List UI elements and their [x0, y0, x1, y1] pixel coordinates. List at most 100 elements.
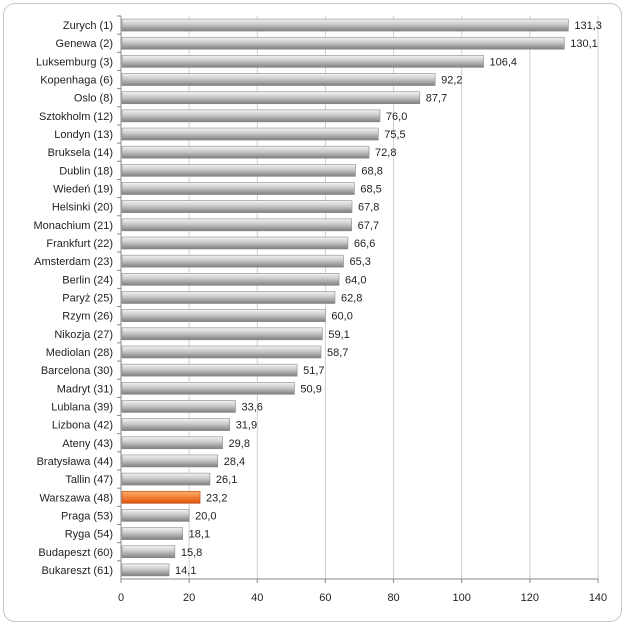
- bar: [121, 363, 298, 377]
- value-label: 28,4: [224, 456, 245, 468]
- category-label: Rzym (26): [62, 311, 113, 323]
- bar: [121, 273, 340, 286]
- category-label: Wiedeń (19): [53, 184, 113, 196]
- bar: [121, 418, 230, 431]
- value-label: 72,8: [375, 147, 396, 159]
- value-label: 131,3: [574, 20, 602, 32]
- value-label: 60,0: [331, 311, 352, 323]
- bar: [121, 309, 326, 322]
- category-label: Helsinki (20): [52, 202, 113, 214]
- value-label: 14,1: [175, 565, 196, 577]
- value-label: 29,8: [229, 438, 250, 450]
- value-label: 87,7: [426, 93, 447, 105]
- x-tick-label: 0: [118, 592, 124, 604]
- bar: [121, 36, 565, 50]
- category-label: Ateny (43): [62, 438, 113, 450]
- category-label: Warszawa (48): [39, 492, 113, 504]
- bar: [121, 545, 176, 559]
- bar: [121, 563, 170, 577]
- category-label: Kopenhaga (6): [40, 75, 113, 87]
- category-label: Amsterdam (23): [34, 256, 113, 268]
- value-label: 26,1: [216, 474, 237, 486]
- category-label: Mediolan (28): [46, 347, 113, 359]
- bar: [121, 55, 484, 68]
- category-label: Monachium (21): [34, 220, 113, 232]
- category-label: Ryga (54): [65, 529, 113, 541]
- value-label: 31,9: [236, 420, 257, 432]
- category-label: Lizbona (42): [52, 420, 113, 432]
- value-label: 67,8: [358, 202, 379, 214]
- bar: [121, 345, 322, 359]
- bar: [121, 472, 211, 486]
- value-label: 20,0: [195, 510, 216, 522]
- bar: [121, 73, 436, 86]
- bar: [121, 218, 352, 232]
- category-label: Zurych (1): [63, 20, 113, 32]
- bar: [121, 182, 355, 195]
- value-label: 62,8: [341, 293, 362, 305]
- x-tick-label: 20: [183, 592, 195, 604]
- x-tick-label: 140: [589, 592, 607, 604]
- value-label: 67,7: [358, 220, 379, 232]
- value-label: 51,7: [303, 365, 324, 377]
- bar: [121, 145, 370, 159]
- category-label: Londyn (13): [54, 129, 113, 141]
- bars: [121, 18, 569, 577]
- category-label: Bruksela (14): [48, 147, 113, 159]
- bar: [121, 527, 183, 540]
- x-tick-label: 80: [387, 592, 399, 604]
- bar: [121, 91, 421, 105]
- value-label: 50,9: [300, 383, 321, 395]
- x-tick-label: 120: [521, 592, 539, 604]
- category-label: Frankfurt (22): [46, 238, 113, 250]
- bar: [121, 327, 323, 341]
- x-tick-label: 60: [319, 592, 331, 604]
- category-label: Oslo (8): [74, 93, 113, 105]
- category-label: Sztokholm (12): [39, 111, 113, 123]
- bar: [121, 254, 344, 268]
- value-label: 23,2: [206, 492, 227, 504]
- labels: 0 20 40 60 80 100 120 140 Zurych (1) 131,3 Genewa …: [34, 20, 608, 604]
- value-label: 66,6: [354, 238, 375, 250]
- value-label: 68,8: [361, 165, 382, 177]
- category-label: Berlin (24): [62, 274, 113, 286]
- category-label: Bukareszt (61): [41, 565, 113, 577]
- bar: [121, 236, 349, 250]
- bar: [121, 200, 353, 213]
- bar: [121, 454, 219, 468]
- value-label: 76,0: [386, 111, 407, 123]
- value-label: 75,5: [384, 129, 405, 141]
- bar-highlight: [121, 490, 201, 504]
- category-label: Paryż (25): [62, 293, 113, 305]
- category-label: Bratysława (44): [37, 456, 113, 468]
- category-label: Tallin (47): [65, 474, 113, 486]
- value-label: 59,1: [328, 329, 349, 341]
- value-label: 18,1: [189, 529, 210, 541]
- bar: [121, 164, 356, 177]
- x-tick-label: 100: [453, 592, 471, 604]
- category-label: Genewa (2): [56, 38, 113, 50]
- category-label: Luksemburg (3): [36, 56, 113, 68]
- category-label: Madryt (31): [57, 383, 113, 395]
- category-label: Barcelona (30): [41, 365, 113, 377]
- value-label: 58,7: [327, 347, 348, 359]
- bar: [121, 18, 569, 32]
- bar: [121, 436, 223, 450]
- x-tick-label: 40: [251, 592, 263, 604]
- value-label: 33,6: [241, 401, 262, 413]
- category-label: Dublin (18): [59, 165, 113, 177]
- value-label: 130,1: [570, 38, 598, 50]
- value-label: 68,5: [360, 184, 381, 196]
- category-label: Lublana (39): [51, 401, 113, 413]
- bar: [121, 127, 379, 141]
- bar: [121, 509, 190, 522]
- axes: [117, 15, 599, 583]
- category-label: Nikozja (27): [54, 329, 113, 341]
- value-label: 15,8: [181, 547, 202, 559]
- bar: [121, 382, 295, 395]
- value-label: 92,2: [441, 75, 462, 87]
- category-label: Praga (53): [61, 510, 113, 522]
- bar: [121, 109, 381, 123]
- value-label: 65,3: [349, 256, 370, 268]
